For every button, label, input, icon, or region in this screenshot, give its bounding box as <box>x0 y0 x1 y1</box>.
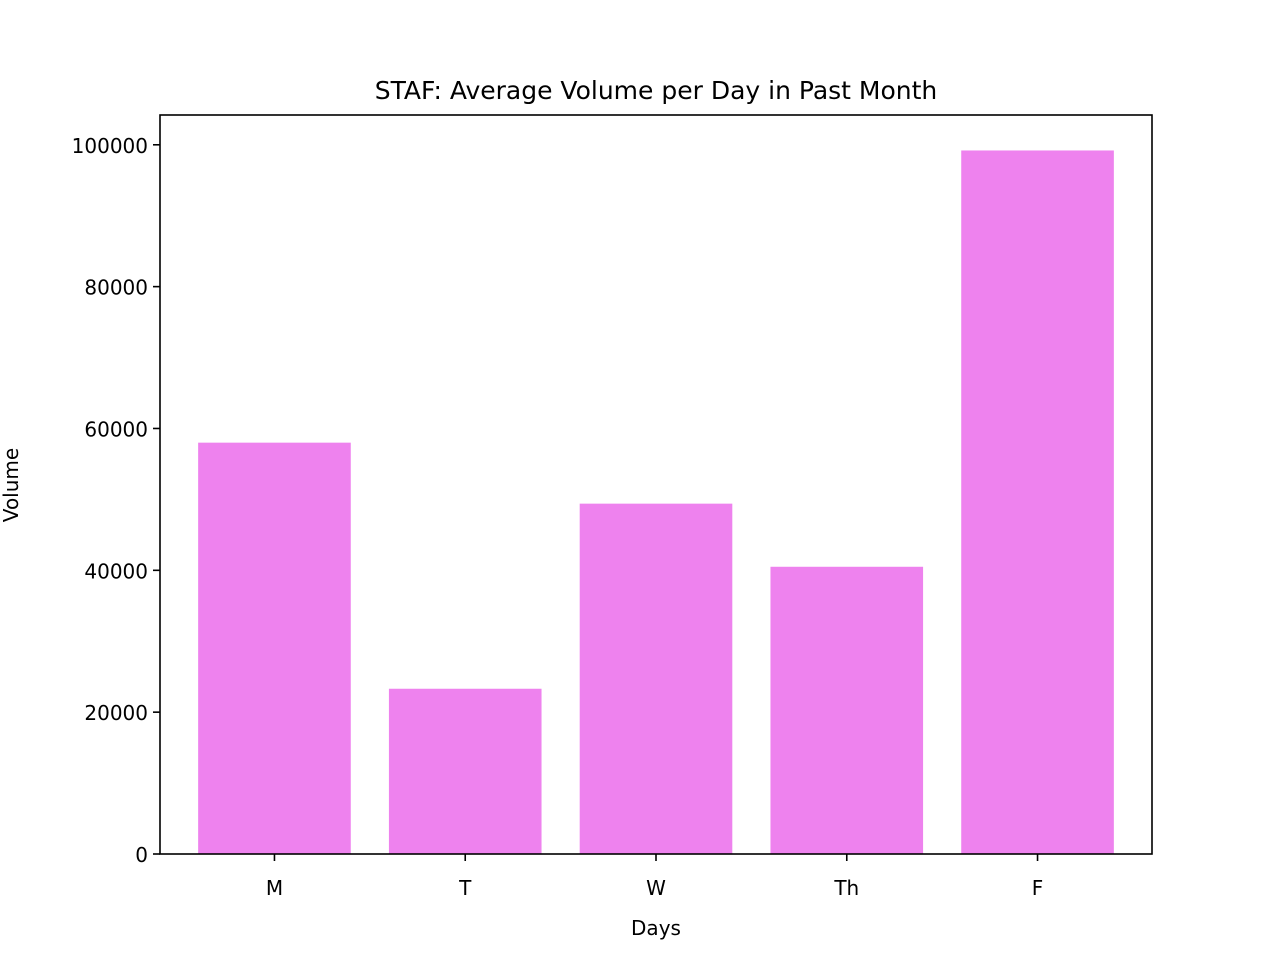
x-tick-label: F <box>1032 876 1044 900</box>
y-tick-label: 100000 <box>72 134 148 158</box>
x-tick-label: Th <box>833 876 859 900</box>
x-tick-label: W <box>646 876 666 900</box>
y-tick-label: 60000 <box>84 417 148 441</box>
chart-title: STAF: Average Volume per Day in Past Mon… <box>375 76 938 105</box>
x-tick-label: M <box>266 876 283 900</box>
bar-f <box>961 150 1114 854</box>
plot-frame <box>159 114 1153 855</box>
bar-w <box>579 503 733 854</box>
x-axis-label: Days <box>631 916 681 940</box>
bar-t <box>388 688 542 854</box>
y-tick-label: 20000 <box>84 701 148 725</box>
axes-group: 0 20000 40000 60000 80000 100000 M T W Th F <box>72 114 1153 900</box>
bar-m <box>198 442 351 854</box>
y-tick-label: 80000 <box>84 276 148 300</box>
bars-group <box>198 150 1114 854</box>
x-tick-label: T <box>458 876 472 900</box>
y-axis-label: Volume <box>0 448 23 522</box>
y-tick-label: 0 <box>135 843 148 867</box>
y-tick-label: 40000 <box>84 559 148 583</box>
bar-th <box>770 566 924 854</box>
